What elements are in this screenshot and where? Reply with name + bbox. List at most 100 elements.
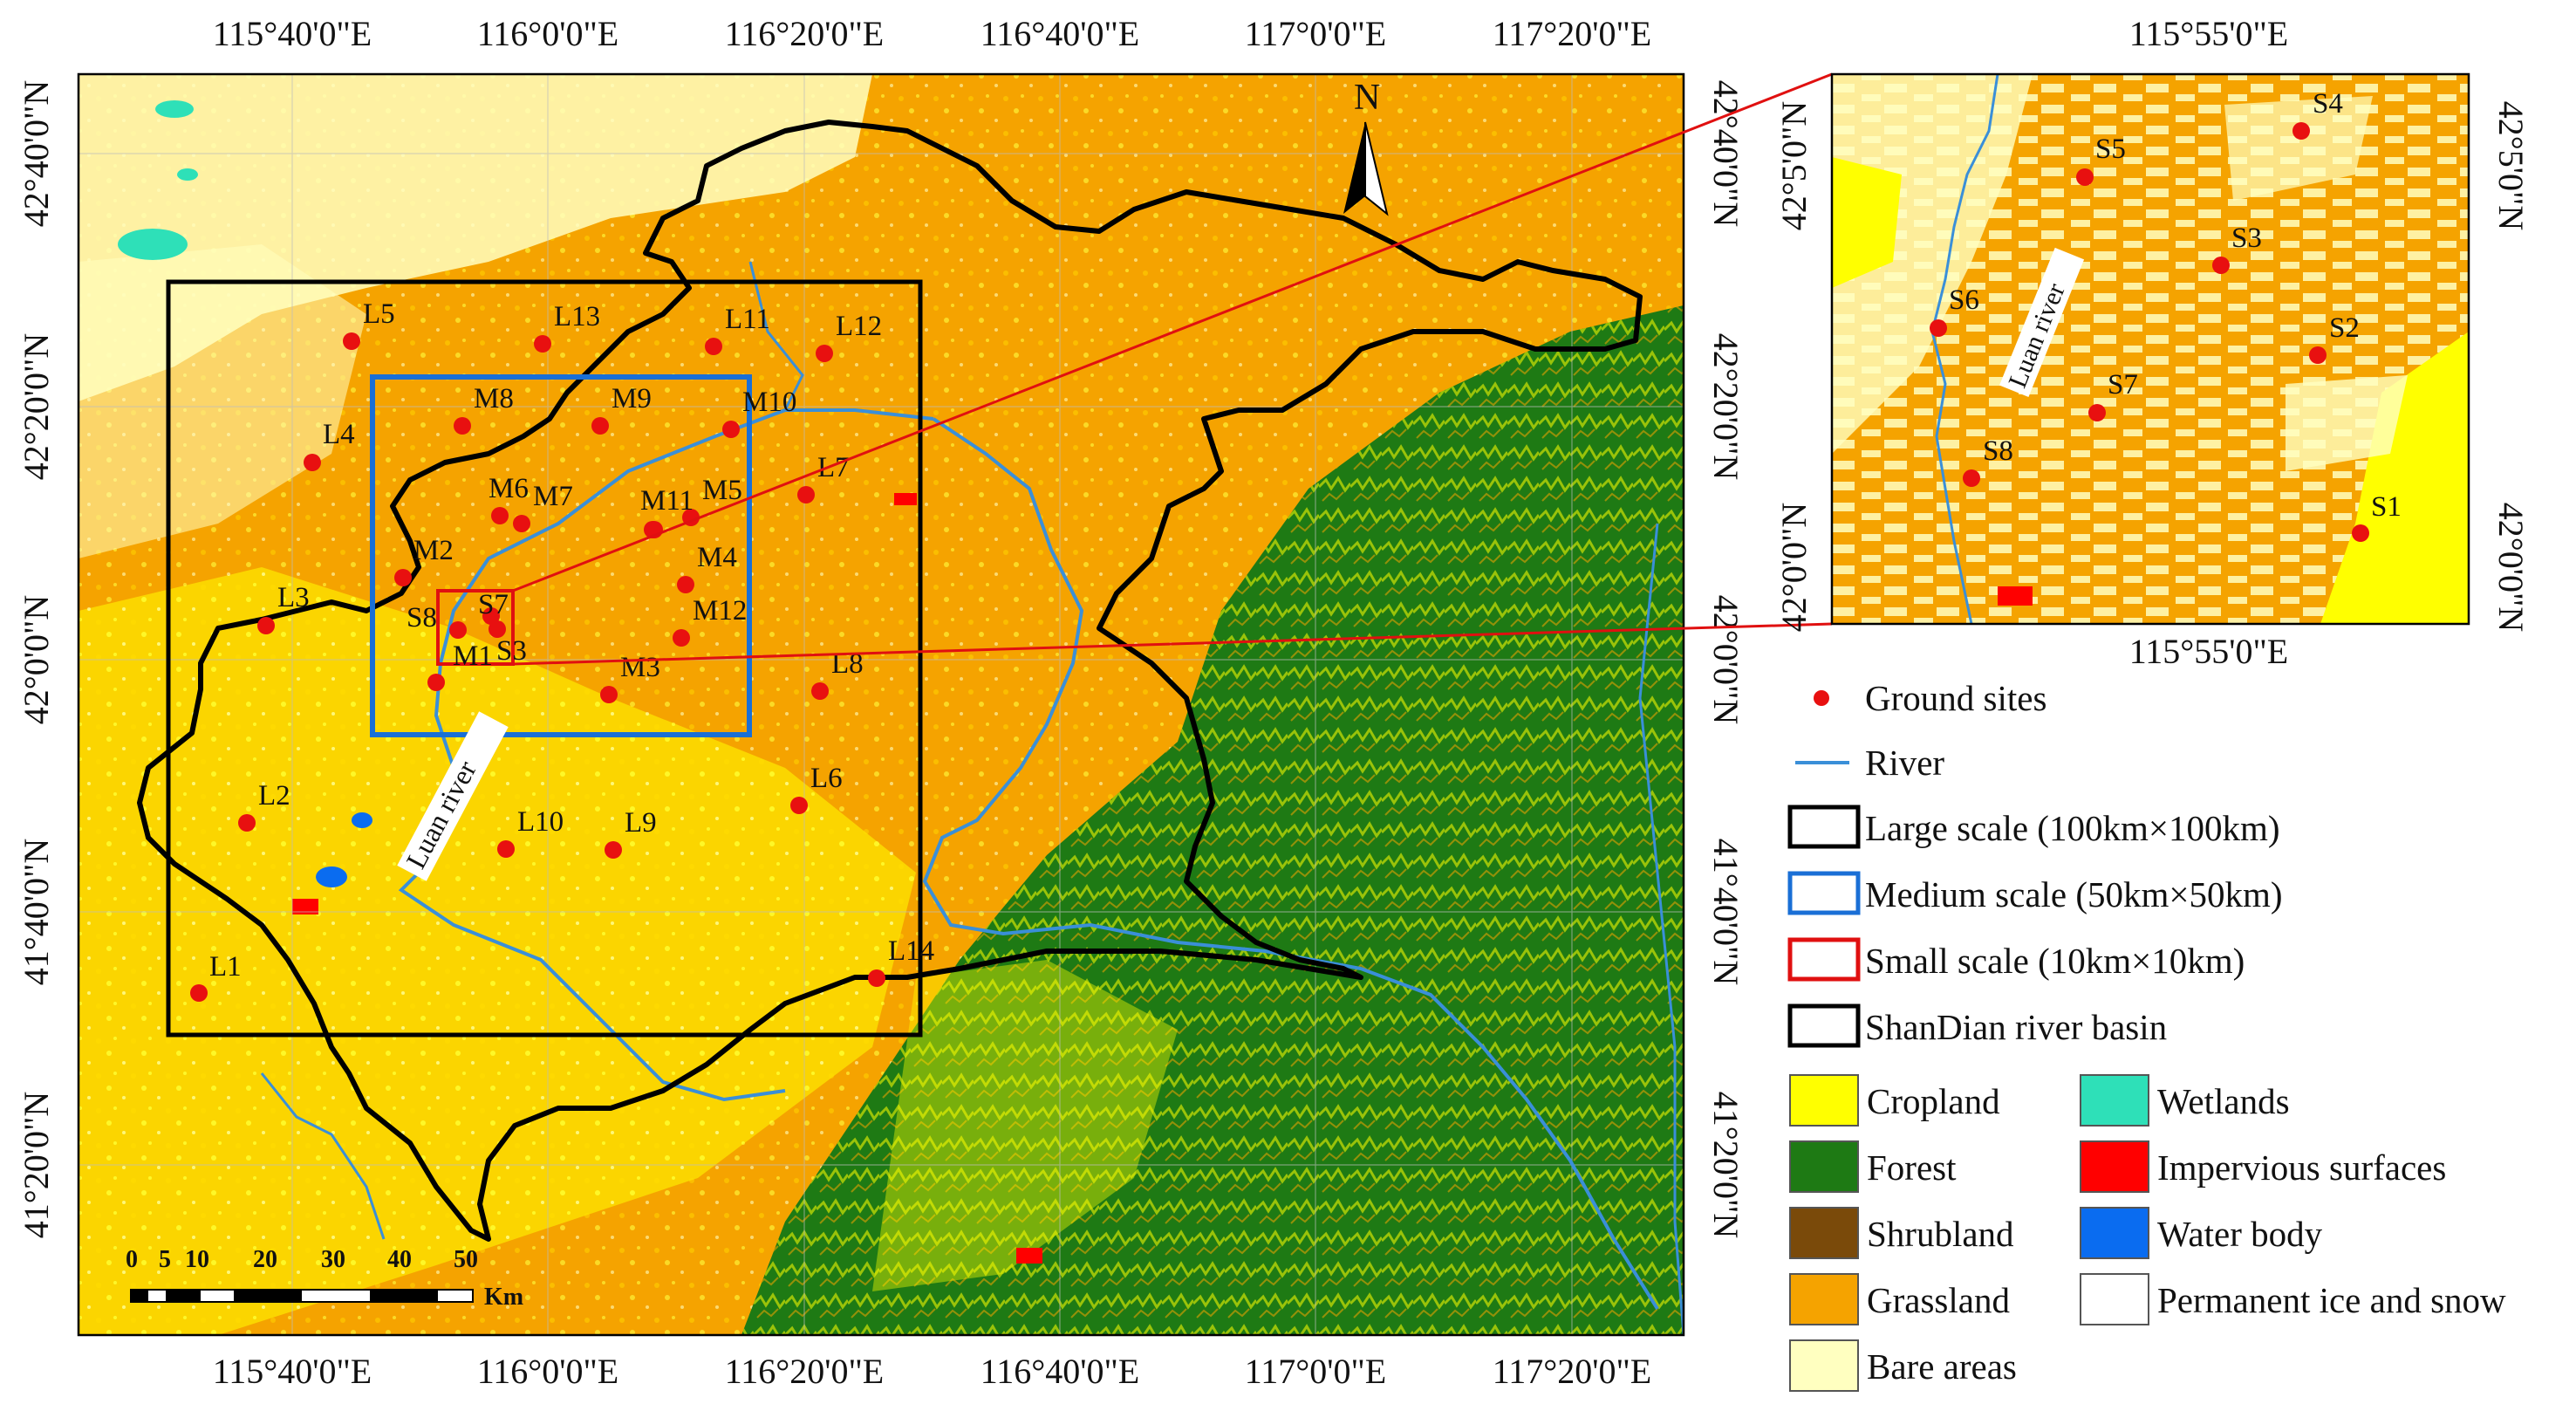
legend-swatch <box>2080 1273 2149 1325</box>
site-l1: L1 <box>190 951 242 1002</box>
svg-text:115°40'0"E: 115°40'0"E <box>213 1352 372 1391</box>
svg-text:42°0'0"N: 42°0'0"N <box>17 595 56 724</box>
svg-text:116°0'0"E: 116°0'0"E <box>477 1352 618 1391</box>
site-label: S8 <box>1983 435 2013 467</box>
site-m6: M6 <box>489 473 529 524</box>
svg-text:117°0'0"E: 117°0'0"E <box>1245 1352 1386 1391</box>
legend-swatch <box>2080 1074 2149 1127</box>
right-lat-labels: 42°40'0"N 42°20'0"N 42°0'0"N 41°40'0"N 4… <box>1706 80 1746 1238</box>
site-marker <box>238 814 256 832</box>
svg-text:20: 20 <box>253 1246 277 1273</box>
site-label: M5 <box>702 475 742 506</box>
site-marker <box>1963 469 1980 487</box>
north-arrow-label: N <box>1354 78 1380 118</box>
inset-right-lat-1: 42°0'0"N <box>2491 503 2531 632</box>
legend-class-label: Forest <box>1867 1147 1957 1188</box>
site-label: S3 <box>496 635 527 667</box>
site-marker <box>489 620 506 638</box>
inset-bottom-lon-label: 115°55'0"E <box>2129 632 2288 671</box>
scale-bar: 0 5 10 20 30 40 50 Km <box>126 1246 523 1311</box>
legend-class-forest: Forest <box>1789 1140 1957 1193</box>
svg-text:116°20'0"E: 116°20'0"E <box>725 14 884 53</box>
svg-text:117°20'0"E: 117°20'0"E <box>1493 1352 1651 1391</box>
site-label: M1 <box>453 640 493 672</box>
site-m3: M3 <box>600 652 660 703</box>
legend-swatch <box>1789 1273 1859 1325</box>
legend-medium-scale-swatch <box>1787 871 1861 915</box>
site-l9: L9 <box>605 807 657 859</box>
site-label: M11 <box>640 485 694 517</box>
site-marker <box>2076 168 2094 186</box>
legend-swatch <box>1789 1207 1859 1259</box>
site-label: M6 <box>489 473 529 504</box>
legend-class-impervious-surfaces: Impervious surfaces <box>2080 1140 2446 1193</box>
site-label: L10 <box>517 806 564 838</box>
site-l10: L10 <box>497 806 564 858</box>
inset-left-lat-0: 42°5'0"N <box>1774 101 1814 230</box>
site-label: S3 <box>2231 223 2262 254</box>
svg-text:42°40'0"N: 42°40'0"N <box>1706 80 1746 227</box>
site-marker <box>1930 319 1947 337</box>
site-label: L7 <box>817 452 850 483</box>
small-scale-box <box>436 589 515 666</box>
site-marker <box>394 569 412 586</box>
inset-connector-bottom <box>512 622 1833 666</box>
site-marker <box>797 486 815 503</box>
legend-swatch <box>1789 1339 1859 1392</box>
inset-site-s3: S3 <box>2212 223 2262 274</box>
site-marker <box>427 674 445 691</box>
site-label: L2 <box>258 780 290 812</box>
site-marker <box>673 629 690 647</box>
site-m7: M7 <box>513 481 573 532</box>
site-m1: M1 <box>427 640 493 691</box>
site-label: M4 <box>697 542 737 573</box>
inset-site-s7: S7 <box>2088 369 2138 421</box>
svg-text:10: 10 <box>185 1246 209 1273</box>
site-label: M7 <box>533 481 573 512</box>
svg-text:116°0'0"E: 116°0'0"E <box>477 14 618 53</box>
site-marker <box>591 417 609 435</box>
site-marker <box>2292 122 2310 140</box>
legend-class-label: Permanent ice and snow <box>2157 1280 2506 1320</box>
inset-site-s8: S8 <box>1963 435 2013 487</box>
bare-areas-region <box>79 74 872 401</box>
site-label: L12 <box>836 311 882 342</box>
legend-class-grassland: Grassland <box>1789 1273 2010 1325</box>
site-l13: L13 <box>534 301 600 353</box>
north-arrow: N <box>1343 78 1389 216</box>
site-label: M3 <box>620 652 660 683</box>
legend-class-label: Grassland <box>1867 1280 2010 1320</box>
legend-medium-scale: Medium scale (50km×50km) <box>1865 874 2283 914</box>
site-label: S6 <box>1949 284 1979 316</box>
svg-text:116°40'0"E: 116°40'0"E <box>981 14 1139 53</box>
site-marker <box>513 515 530 532</box>
shandian-basin-boundary <box>137 120 1643 1242</box>
legend-class-label: Wetlands <box>2157 1081 2290 1121</box>
site-s3: S3 <box>489 620 527 667</box>
legend-class-cropland: Cropland <box>1789 1074 2000 1127</box>
svg-text:0: 0 <box>126 1246 138 1273</box>
site-marker <box>600 686 618 703</box>
legend-class-wetlands: Wetlands <box>2080 1074 2290 1127</box>
site-marker <box>677 576 694 593</box>
site-label: S1 <box>2371 491 2402 523</box>
top-lon-labels: 115°40'0"E 116°0'0"E 116°20'0"E 116°40'0… <box>213 14 1651 53</box>
legend-class-label: Cropland <box>1867 1081 2000 1121</box>
site-label: M8 <box>474 383 514 414</box>
svg-text:117°20'0"E: 117°20'0"E <box>1493 14 1651 53</box>
legend-basin-swatch <box>1787 1003 1861 1048</box>
site-m12: M12 <box>673 595 747 647</box>
legend-small-scale-swatch <box>1787 937 1861 982</box>
legend-swatch <box>2080 1207 2149 1259</box>
svg-text:Km: Km <box>484 1284 523 1311</box>
site-marker <box>304 454 321 471</box>
svg-text:116°40'0"E: 116°40'0"E <box>981 1352 1139 1391</box>
site-label: S8 <box>407 602 437 634</box>
site-l3: L3 <box>257 582 310 634</box>
site-label: L9 <box>625 807 657 839</box>
legend-swatch <box>1789 1074 1859 1127</box>
legend-class-label: Water body <box>2157 1214 2323 1254</box>
site-marker <box>449 621 467 639</box>
wetland-patch <box>118 229 188 260</box>
